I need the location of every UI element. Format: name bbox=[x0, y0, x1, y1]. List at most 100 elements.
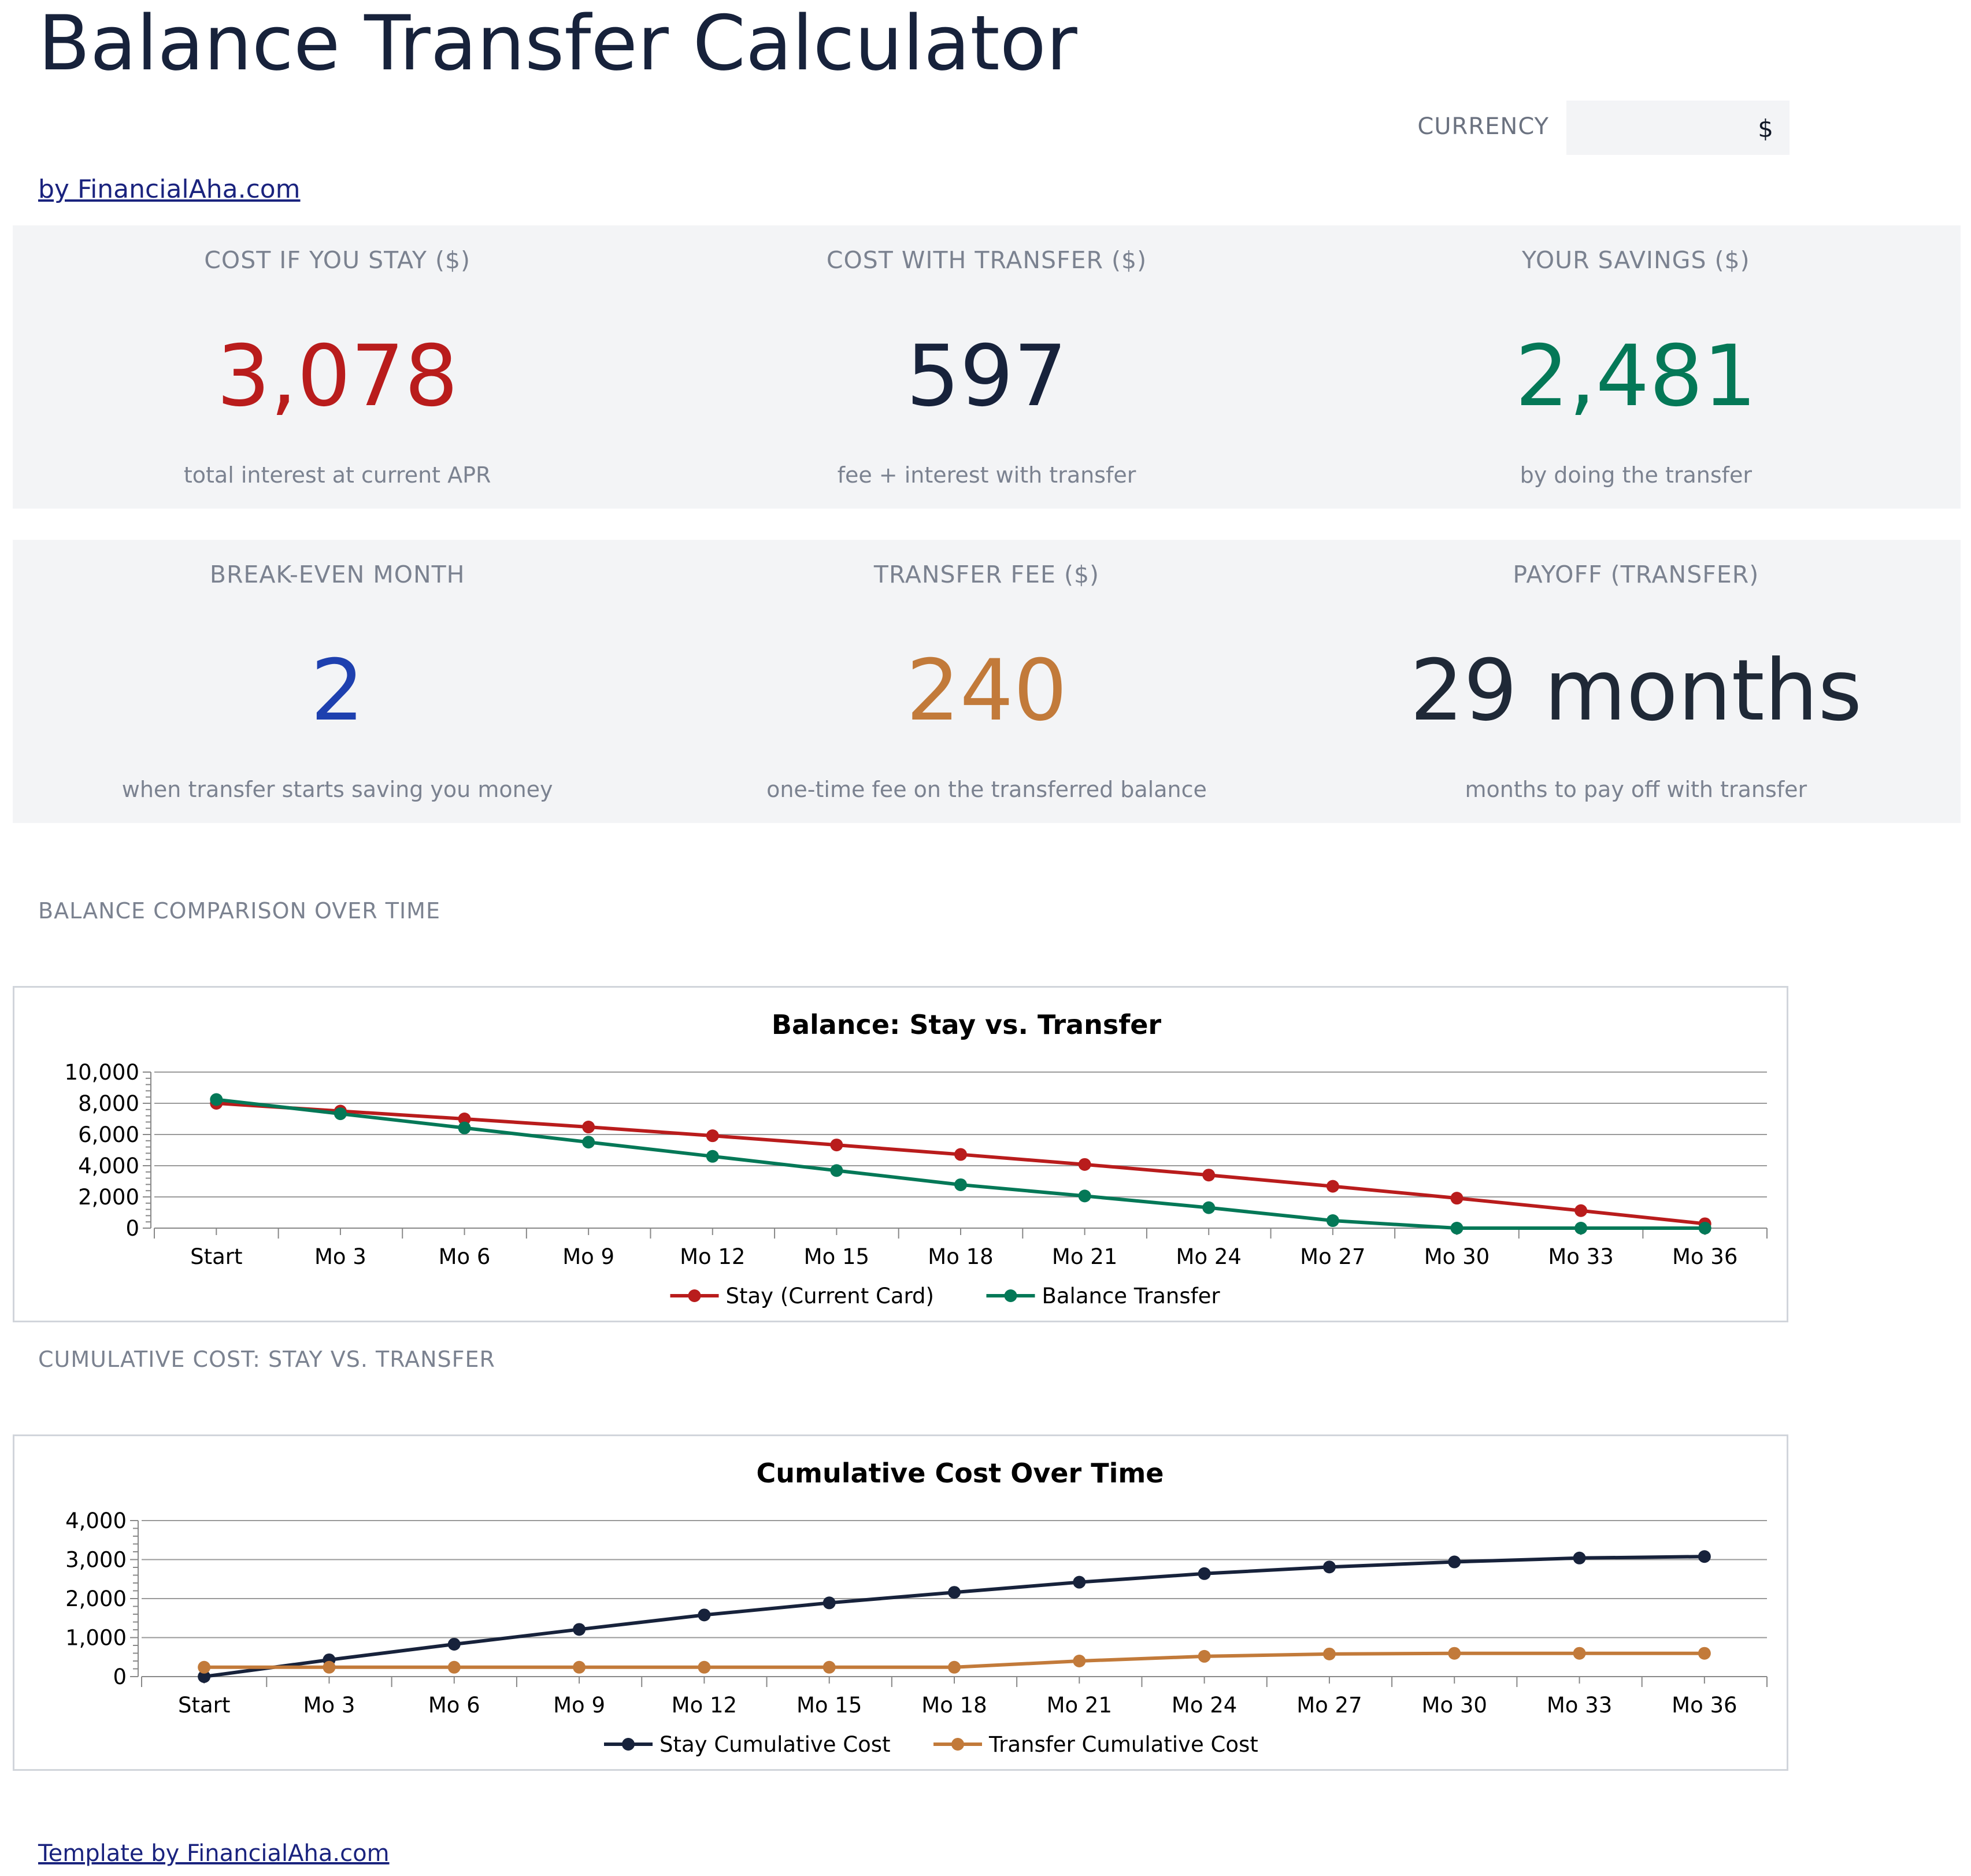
currency-label: CURRENCY bbox=[1417, 113, 1549, 140]
x-tick-label: Mo 36 bbox=[1672, 1693, 1737, 1718]
kpi-note: when transfer starts saving you money bbox=[121, 777, 553, 802]
data-point bbox=[1202, 1169, 1216, 1182]
data-point bbox=[948, 1660, 961, 1674]
section-label-cumulative: CUMULATIVE COST: STAY VS. TRANSFER bbox=[38, 1347, 495, 1372]
kpi-row-2: BREAK-EVEN MONTH 2 when transfer starts … bbox=[13, 540, 1961, 823]
kpi-value: 3,078 bbox=[216, 327, 458, 425]
y-tick-label: 3,000 bbox=[65, 1548, 127, 1573]
x-tick-label: Mo 12 bbox=[680, 1244, 745, 1269]
x-tick-label: Mo 12 bbox=[672, 1693, 737, 1718]
series-line bbox=[203, 1555, 1705, 1678]
data-point bbox=[1078, 1158, 1091, 1171]
kpi-row-1: COST IF YOU STAY ($) 3,078 total interes… bbox=[13, 225, 1961, 509]
kpi-label: PAYOFF (TRANSFER) bbox=[1513, 561, 1759, 588]
x-tick-label: Mo 6 bbox=[439, 1244, 491, 1269]
data-point bbox=[954, 1178, 967, 1191]
data-point bbox=[1698, 1647, 1711, 1660]
y-tick-label: 1,000 bbox=[65, 1626, 127, 1651]
kpi-value: 240 bbox=[906, 642, 1068, 740]
kpi-transfer-fee: TRANSFER FEE ($) 240 one-time fee on the… bbox=[662, 540, 1311, 823]
data-point bbox=[1326, 1214, 1339, 1228]
data-point bbox=[706, 1150, 719, 1163]
data-point bbox=[1198, 1567, 1211, 1580]
data-point bbox=[447, 1660, 461, 1674]
x-tick-label: Mo 24 bbox=[1172, 1693, 1237, 1718]
data-point bbox=[1073, 1575, 1086, 1589]
y-tick-label: 2,000 bbox=[78, 1185, 139, 1210]
y-tick-label: 0 bbox=[113, 1664, 127, 1689]
kpi-payoff: PAYOFF (TRANSFER) 29 months months to pa… bbox=[1311, 540, 1961, 823]
kpi-label: COST WITH TRANSFER ($) bbox=[826, 246, 1147, 274]
cumulative-chart-svg: Cumulative Cost Over Time 0 1,000 2,000 3,00… bbox=[65, 1458, 1768, 1757]
kpi-label: YOUR SAVINGS ($) bbox=[1522, 246, 1750, 274]
data-point bbox=[1698, 1222, 1711, 1234]
x-tick-label: Mo 21 bbox=[1052, 1244, 1117, 1269]
data-point bbox=[830, 1164, 843, 1177]
data-point bbox=[458, 1121, 471, 1135]
chart-title: Balance: Stay vs. Transfer bbox=[772, 1009, 1162, 1040]
legend-marker bbox=[622, 1738, 635, 1751]
x-tick-label: Mo 33 bbox=[1547, 1693, 1612, 1718]
data-point bbox=[698, 1608, 711, 1622]
data-point bbox=[1448, 1647, 1461, 1660]
x-tick-label: Start bbox=[178, 1693, 230, 1718]
section-label-balance: BALANCE COMPARISON OVER TIME bbox=[38, 898, 440, 924]
x-tick-label: Mo 27 bbox=[1296, 1693, 1362, 1718]
balance-chart-svg: Balance: Stay vs. Transfer 0 2,000 4,000 6,0… bbox=[65, 1009, 1768, 1308]
x-tick-label: Mo 27 bbox=[1300, 1244, 1365, 1269]
x-tick-label: Mo 30 bbox=[1424, 1244, 1490, 1269]
data-point bbox=[447, 1637, 461, 1651]
x-tick-label: Mo 15 bbox=[796, 1693, 862, 1718]
data-point bbox=[1198, 1649, 1211, 1663]
x-tick-label: Mo 9 bbox=[562, 1244, 614, 1269]
y-tick-label: 10,000 bbox=[65, 1060, 139, 1085]
data-point bbox=[706, 1129, 719, 1143]
legend-marker bbox=[1004, 1289, 1017, 1302]
footer-link[interactable]: Template by FinancialAha.com bbox=[38, 1840, 390, 1867]
data-point bbox=[573, 1660, 586, 1674]
x-tick-label: Mo 3 bbox=[303, 1693, 355, 1718]
x-tick-label: Mo 24 bbox=[1176, 1244, 1242, 1269]
kpi-label: COST IF YOU STAY ($) bbox=[204, 246, 471, 274]
x-tick-label: Mo 30 bbox=[1422, 1693, 1487, 1718]
x-tick-label: Mo 6 bbox=[428, 1693, 480, 1718]
data-point bbox=[1574, 1204, 1588, 1217]
currency-value: $ bbox=[1758, 114, 1773, 143]
y-tick-label: 0 bbox=[125, 1216, 139, 1241]
kpi-note: fee + interest with transfer bbox=[837, 462, 1136, 488]
x-tick-label: Mo 33 bbox=[1548, 1244, 1613, 1269]
kpi-note: by doing the transfer bbox=[1520, 462, 1753, 488]
data-point bbox=[458, 1113, 471, 1125]
legend-label: Transfer Cumulative Cost bbox=[988, 1732, 1258, 1757]
data-point bbox=[198, 1660, 211, 1674]
x-tick-label: Mo 21 bbox=[1047, 1693, 1112, 1718]
data-point bbox=[1573, 1551, 1586, 1564]
data-point bbox=[1202, 1201, 1216, 1214]
kpi-label: BREAK-EVEN MONTH bbox=[209, 561, 465, 588]
currency-input[interactable]: $ bbox=[1566, 101, 1790, 155]
y-tick-label: 6,000 bbox=[78, 1122, 139, 1147]
data-point bbox=[210, 1093, 223, 1106]
data-point bbox=[830, 1139, 843, 1152]
kpi-value: 29 months bbox=[1410, 642, 1862, 740]
x-tick-label: Mo 18 bbox=[928, 1244, 993, 1269]
balance-chart: Balance: Stay vs. Transfer 0 2,000 4,000 6,0… bbox=[13, 986, 1788, 1322]
data-point bbox=[1450, 1222, 1464, 1234]
data-point bbox=[1698, 1550, 1711, 1563]
x-tick-label: Mo 18 bbox=[921, 1693, 987, 1718]
data-point bbox=[823, 1660, 836, 1674]
byline-link[interactable]: by FinancialAha.com bbox=[38, 175, 301, 204]
data-point bbox=[954, 1148, 967, 1161]
x-tick-label: Mo 3 bbox=[314, 1244, 366, 1269]
kpi-savings: YOUR SAVINGS ($) 2,481 by doing the tran… bbox=[1311, 225, 1961, 509]
legend-label: Stay (Current Card) bbox=[726, 1284, 934, 1308]
kpi-value: 2,481 bbox=[1515, 327, 1757, 425]
cumulative-chart: Cumulative Cost Over Time 0 1,000 2,000 3,00… bbox=[13, 1434, 1788, 1771]
data-point bbox=[1574, 1222, 1588, 1234]
data-point bbox=[1322, 1647, 1336, 1660]
y-tick-label: 8,000 bbox=[78, 1091, 139, 1116]
data-point bbox=[823, 1596, 836, 1610]
kpi-note: one-time fee on the transferred balance bbox=[766, 777, 1207, 802]
x-tick-label: Start bbox=[190, 1244, 242, 1269]
y-tick-label: 4,000 bbox=[78, 1154, 139, 1178]
